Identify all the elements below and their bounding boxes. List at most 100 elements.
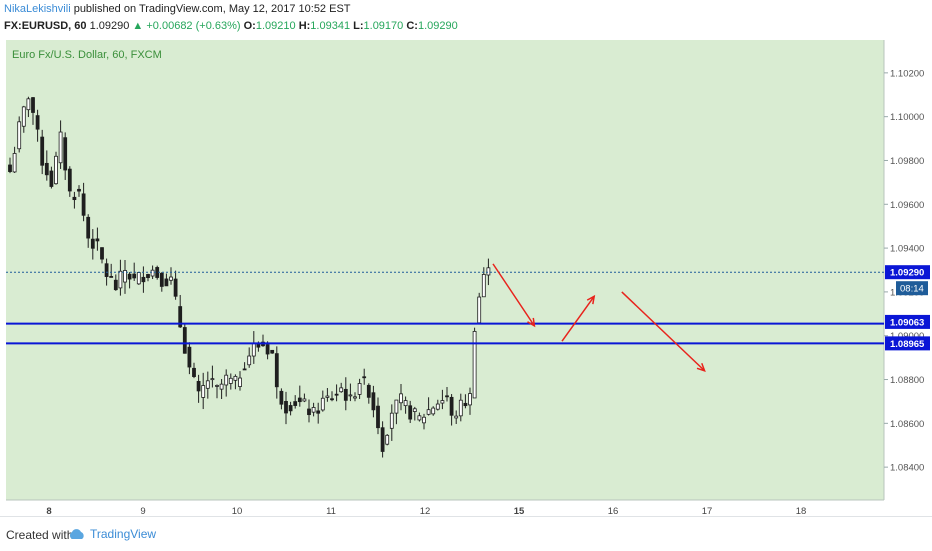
close-label: C: xyxy=(406,20,418,32)
candle-body xyxy=(486,267,491,276)
candle-body xyxy=(454,415,459,419)
open-value: 1.09210 xyxy=(255,20,296,32)
time-axis[interactable] xyxy=(0,500,884,516)
y-tick-label: 1.09400 xyxy=(890,244,924,255)
candle-body xyxy=(90,238,95,249)
candle-body xyxy=(242,368,247,371)
author-link[interactable]: NikaLekishvili xyxy=(4,3,71,15)
arrow-head xyxy=(586,294,596,305)
candle-body xyxy=(422,416,426,424)
x-tick-label: 10 xyxy=(232,506,243,516)
candle-body xyxy=(385,434,390,445)
candle-body xyxy=(293,401,298,406)
candle-body xyxy=(173,278,178,297)
candle-body xyxy=(49,170,54,187)
candle-body xyxy=(210,378,215,381)
candle-body xyxy=(67,168,72,192)
y-tick-label: 1.10200 xyxy=(890,68,924,79)
x-tick-label: 16 xyxy=(608,506,619,516)
x-tick-label: 9 xyxy=(140,506,145,516)
projection-arrow[interactable] xyxy=(492,263,536,327)
candle-body xyxy=(201,385,206,398)
candle-body xyxy=(54,155,58,185)
candle-body xyxy=(316,410,321,414)
candle-body xyxy=(279,390,284,405)
candle-body xyxy=(311,407,316,413)
candle-body xyxy=(417,415,422,421)
projection-arrow[interactable] xyxy=(561,295,595,342)
level-price-label: 1.09063 xyxy=(890,317,924,328)
candle-body xyxy=(251,342,256,357)
cloud-icon xyxy=(69,529,84,539)
y-tick-label: 1.10000 xyxy=(890,112,924,123)
candle-body xyxy=(458,399,463,417)
candle-body xyxy=(468,393,472,406)
brand-text: TradingView xyxy=(90,527,157,541)
candle-body xyxy=(481,274,486,298)
candle-body xyxy=(44,162,49,176)
x-tick-label: 8 xyxy=(46,506,51,516)
plot-background xyxy=(6,40,884,500)
candle-body xyxy=(26,98,31,111)
candle-body xyxy=(123,270,127,283)
candle-body xyxy=(247,355,252,366)
candle-body xyxy=(449,396,454,416)
publish-text: published on TradingView.com, May 12, 20… xyxy=(70,3,351,15)
candle-body xyxy=(127,273,132,280)
candle-body xyxy=(196,380,201,392)
candle-body xyxy=(353,396,357,399)
level-price-label-bg xyxy=(885,336,930,351)
countdown-timer-bg xyxy=(896,281,928,296)
candle-body xyxy=(302,398,307,402)
level-price-label: 1.08965 xyxy=(890,339,925,350)
y-tick-label: 1.08600 xyxy=(890,419,924,430)
candle-body xyxy=(205,380,210,389)
candle-body xyxy=(265,344,270,355)
candle-body xyxy=(233,375,238,381)
candle-body xyxy=(403,400,408,407)
candle-body xyxy=(399,393,403,404)
high-value: 1.09341 xyxy=(310,20,351,32)
open-label: O: xyxy=(243,20,256,32)
candle-body xyxy=(81,193,86,216)
candle-body xyxy=(380,427,385,452)
projection-arrow[interactable] xyxy=(621,291,706,372)
candle-body xyxy=(357,383,362,395)
candle-body xyxy=(104,263,109,277)
candle-body xyxy=(477,296,482,324)
candle-body xyxy=(95,238,100,242)
candle-body xyxy=(77,188,81,192)
candle-body xyxy=(164,278,169,287)
price-chart[interactable]: 1.10200 1.10000 1.09800 1.09600 1.09400 1.092… xyxy=(0,38,932,517)
candle-body xyxy=(408,405,413,420)
high-label: H: xyxy=(298,20,311,32)
x-tick-label: 18 xyxy=(796,506,807,516)
candle-body xyxy=(31,97,35,113)
candle-body xyxy=(445,395,449,398)
candle-body xyxy=(86,216,91,239)
chart-title: Euro Fx/U.S. Dollar, 60, FXCM xyxy=(12,49,162,61)
candle-body xyxy=(40,136,45,166)
candle-body xyxy=(215,385,219,387)
candle-body xyxy=(17,121,22,150)
candle-body xyxy=(8,164,12,172)
level-price-label-bg xyxy=(885,314,930,329)
countdown-timer: 08:14 xyxy=(900,284,924,295)
candle-body xyxy=(146,274,150,279)
candle-body xyxy=(463,402,468,407)
candle-body xyxy=(238,377,242,387)
y-tick-label: 1.08400 xyxy=(890,463,924,474)
candle-body xyxy=(182,327,187,354)
tradingview-logo[interactable]: TradingView xyxy=(68,527,156,541)
candle-body xyxy=(136,272,141,285)
candle-body xyxy=(288,405,293,412)
chart-area[interactable]: 1.10200 1.10000 1.09800 1.09600 1.09400 1.092… xyxy=(0,38,932,517)
candle-body xyxy=(325,395,330,398)
candle-body xyxy=(159,272,164,287)
candle-body xyxy=(113,279,118,291)
x-tick-label: 15 xyxy=(514,506,525,516)
candle-body xyxy=(118,270,123,289)
candle-body xyxy=(72,196,77,201)
close-value: 1.09290 xyxy=(417,20,458,32)
candle-body xyxy=(169,276,173,281)
